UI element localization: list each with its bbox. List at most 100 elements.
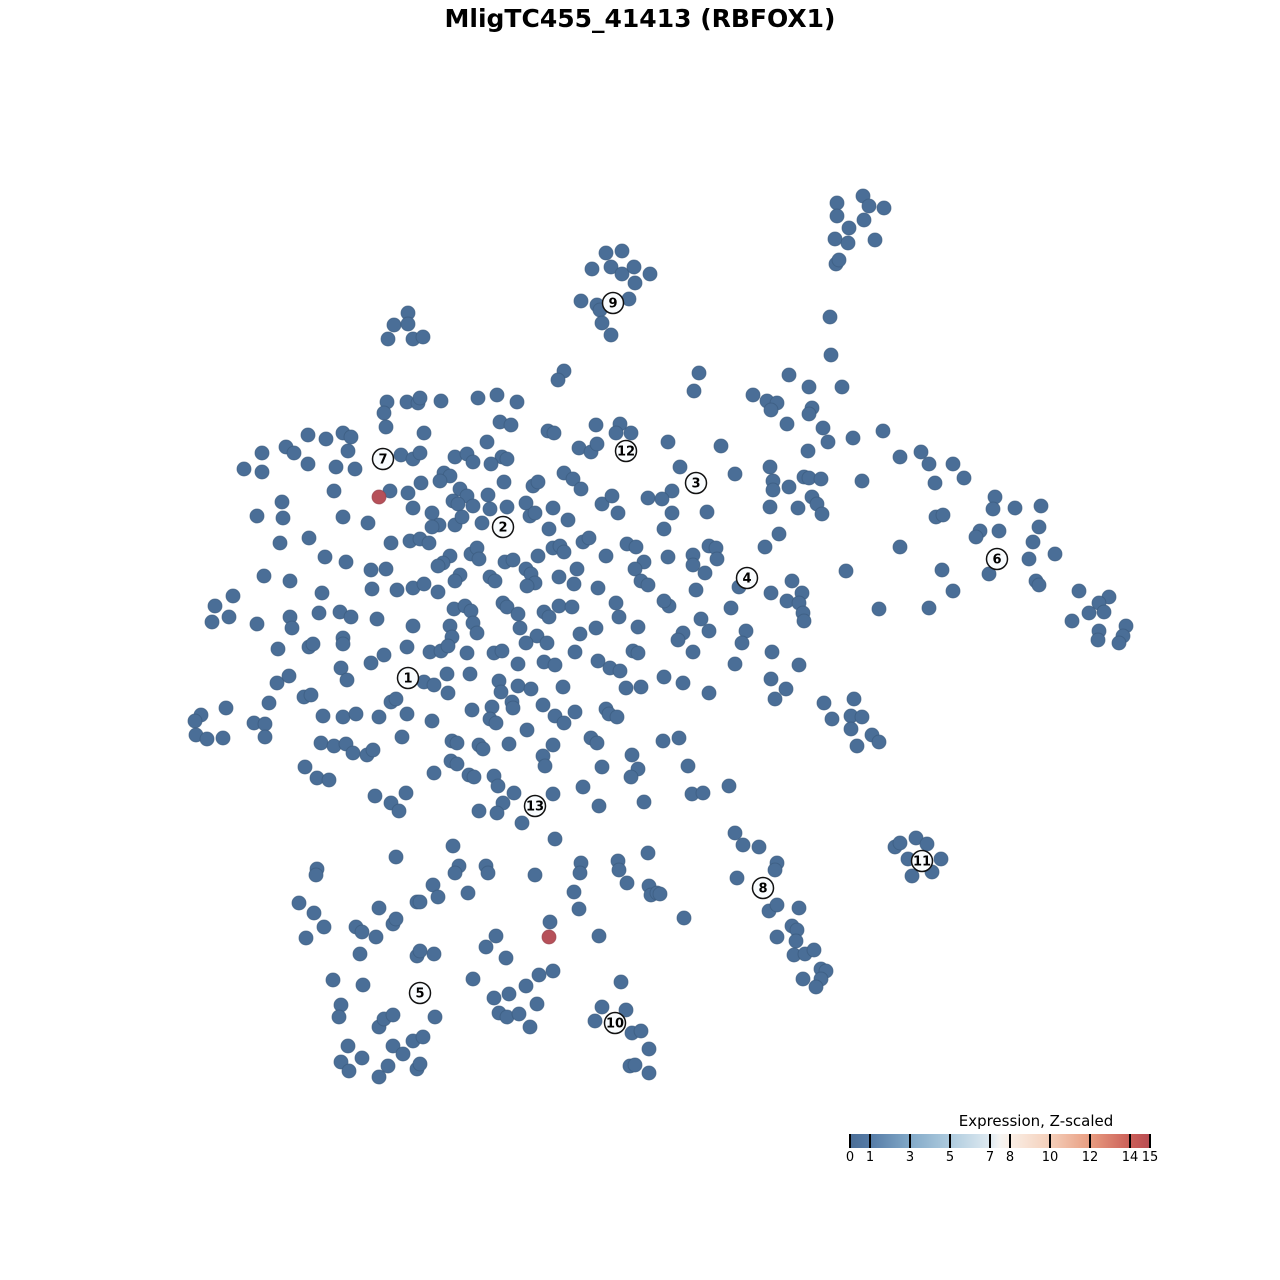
cell-point	[331, 1009, 347, 1025]
cluster-label-text: 9	[608, 297, 617, 312]
cell-point	[218, 700, 234, 716]
cell-point	[305, 636, 321, 652]
cell-point	[652, 886, 668, 902]
cell-point	[745, 387, 761, 403]
cell-point	[660, 549, 676, 565]
cell-point	[636, 794, 652, 810]
cell-point	[763, 402, 779, 418]
cell-point	[734, 635, 750, 651]
cell-point	[400, 485, 416, 501]
cell-point	[412, 1056, 428, 1072]
cell-point	[581, 530, 597, 546]
figure-title: MligTC455_41413 (RBFOX1)	[444, 4, 836, 33]
cell-point	[371, 709, 387, 725]
legend-tick-label: 5	[945, 1150, 955, 1165]
cell-point	[272, 535, 288, 551]
cell-point	[321, 772, 337, 788]
legend-tick-label: 1	[865, 1150, 875, 1165]
cell-point	[489, 805, 505, 821]
cell-point	[589, 436, 605, 452]
cell-point	[815, 420, 831, 436]
cluster-label-text: 7	[378, 453, 387, 468]
cell-point	[338, 554, 354, 570]
cell-point	[641, 1065, 657, 1081]
cell-point	[478, 939, 494, 955]
cluster-label-circle	[408, 981, 432, 1005]
cell-point	[1071, 583, 1087, 599]
cell-point	[427, 1009, 443, 1025]
cell-point	[1007, 500, 1023, 516]
cell-point	[281, 668, 297, 684]
cluster-label-text: 4	[742, 572, 751, 587]
cell-point	[573, 293, 589, 309]
cell-point	[480, 865, 496, 881]
cell-point	[795, 971, 811, 987]
cell-point	[569, 561, 585, 577]
cell-point	[236, 461, 252, 477]
cell-point	[1021, 551, 1037, 567]
cell-point	[412, 445, 428, 461]
cell-point	[440, 638, 456, 654]
cell-point	[813, 471, 829, 487]
cell-point	[919, 836, 935, 852]
cell-point	[545, 963, 561, 979]
cell-point	[623, 769, 639, 785]
cell-point	[771, 526, 787, 542]
cell-point	[527, 867, 543, 883]
cell-point	[627, 561, 643, 577]
cell-point	[791, 900, 807, 916]
cell-point	[598, 245, 614, 261]
cell-point	[391, 803, 407, 819]
cell-point	[814, 506, 830, 522]
cell-point	[378, 561, 394, 577]
cell-point	[630, 619, 646, 635]
cell-point	[537, 758, 553, 774]
cell-point	[395, 1046, 411, 1062]
cell-point	[416, 576, 432, 592]
cell-point	[489, 387, 505, 403]
cell-point	[829, 208, 845, 224]
cell-point	[560, 512, 576, 528]
cell-point	[471, 551, 487, 567]
cell-point	[892, 835, 908, 851]
cell-point	[450, 496, 466, 512]
cell-point	[556, 715, 572, 731]
cell-point	[849, 738, 865, 754]
cell-point	[465, 454, 481, 470]
cell-point	[430, 889, 446, 905]
cell-point	[843, 721, 859, 737]
cell-point	[509, 394, 525, 410]
cell-point	[564, 599, 580, 615]
cluster-label-text: 10	[606, 1017, 624, 1032]
cell-point	[608, 595, 624, 611]
cell-point	[514, 815, 530, 831]
cell-point	[824, 711, 840, 727]
cell-point	[591, 798, 607, 814]
cell-point	[325, 972, 341, 988]
cell-point	[921, 600, 937, 616]
cell-point	[388, 691, 404, 707]
cell-point	[335, 709, 351, 725]
cell-point	[1090, 632, 1106, 648]
cell-point	[326, 483, 342, 499]
cell-point	[763, 585, 779, 601]
cell-point	[806, 942, 822, 958]
cell-point	[695, 785, 711, 801]
cell-point	[735, 837, 751, 853]
cell-point	[927, 475, 943, 491]
cell-point	[611, 862, 627, 878]
cell-point	[311, 605, 327, 621]
cell-point	[841, 220, 857, 236]
cluster-label-text: 2	[498, 521, 507, 536]
cell-point	[934, 562, 950, 578]
cell-point	[386, 317, 402, 333]
cell-point	[454, 509, 470, 525]
legend-tick-mark	[989, 1134, 991, 1148]
cell-point	[430, 584, 446, 600]
cell-point	[640, 845, 656, 861]
legend-tick-label: 14	[1121, 1150, 1139, 1165]
cell-point	[856, 212, 872, 228]
cell-point	[769, 897, 785, 913]
cell-point	[380, 1058, 396, 1074]
cell-point	[875, 423, 891, 439]
